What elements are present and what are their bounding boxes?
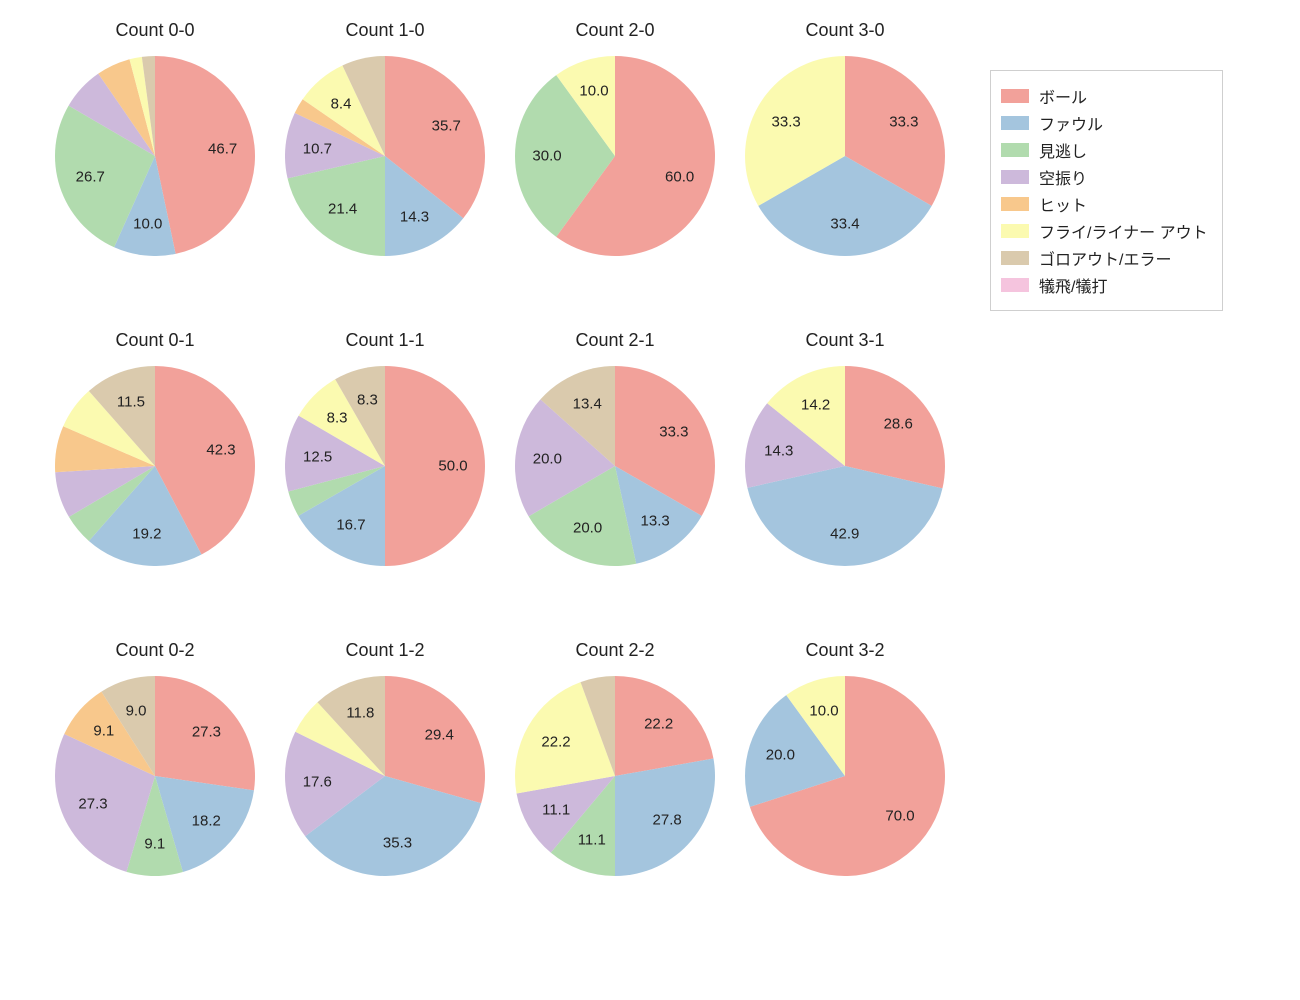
pie-cell: Count 0-1 42.319.211.5	[40, 330, 270, 630]
pie-svg	[745, 366, 945, 566]
legend-swatch	[1001, 143, 1029, 157]
pie-chart: 60.030.010.0	[515, 56, 715, 256]
pie-slice	[155, 56, 255, 254]
pie-title: Count 2-0	[500, 20, 730, 41]
pie-slice	[385, 366, 485, 566]
pie-title: Count 3-0	[730, 20, 960, 41]
pie-chart: 42.319.211.5	[55, 366, 255, 566]
pie-title: Count 0-0	[40, 20, 270, 41]
pie-cell: Count 0-0 46.710.026.7	[40, 20, 270, 320]
legend-item: 空振り	[1001, 165, 1208, 189]
pie-svg	[285, 676, 485, 876]
pie-cell: Count 1-0 35.714.321.410.78.4	[270, 20, 500, 320]
pie-title: Count 3-2	[730, 640, 960, 661]
pie-slice	[615, 676, 713, 776]
pie-svg	[515, 676, 715, 876]
legend-label: ゴロアウト/エラー	[1039, 246, 1171, 270]
legend-item: 犠飛/犠打	[1001, 273, 1208, 297]
pie-chart: 22.227.811.111.122.2	[515, 676, 715, 876]
pie-svg	[515, 56, 715, 256]
pie-title: Count 2-1	[500, 330, 730, 351]
legend-label: 見逃し	[1039, 138, 1087, 162]
pie-chart: 46.710.026.7	[55, 56, 255, 256]
legend-label: フライ/ライナー アウト	[1039, 219, 1208, 243]
legend: ボールファウル見逃し空振りヒットフライ/ライナー アウトゴロアウト/エラー犠飛/…	[990, 70, 1223, 311]
pie-cell: Count 2-0 60.030.010.0	[500, 20, 730, 320]
pie-chart: 28.642.914.314.2	[745, 366, 945, 566]
pie-cell: Count 3-1 28.642.914.314.2	[730, 330, 960, 630]
pie-chart: 70.020.010.0	[745, 676, 945, 876]
legend-swatch	[1001, 89, 1029, 103]
pie-chart: 27.318.29.127.39.19.0	[55, 676, 255, 876]
pie-slice	[615, 758, 715, 876]
pie-title: Count 1-1	[270, 330, 500, 351]
pie-chart: 29.435.317.611.8	[285, 676, 485, 876]
pie-svg	[745, 676, 945, 876]
pie-cell: Count 3-0 33.333.433.3	[730, 20, 960, 320]
legend-item: ファウル	[1001, 111, 1208, 135]
pie-title: Count 1-0	[270, 20, 500, 41]
pie-svg	[515, 366, 715, 566]
pie-title: Count 2-2	[500, 640, 730, 661]
legend-swatch	[1001, 197, 1029, 211]
legend-swatch	[1001, 116, 1029, 130]
legend-label: ヒット	[1039, 192, 1087, 216]
pie-svg	[745, 56, 945, 256]
legend-item: ヒット	[1001, 192, 1208, 216]
pie-svg	[285, 56, 485, 256]
pie-cell: Count 2-1 33.313.320.020.013.4	[500, 330, 730, 630]
pie-svg	[55, 676, 255, 876]
pie-cell: Count 2-2 22.227.811.111.122.2	[500, 640, 730, 940]
legend-label: 犠飛/犠打	[1039, 273, 1107, 297]
legend-label: ファウル	[1039, 111, 1103, 135]
pie-title: Count 0-2	[40, 640, 270, 661]
pie-title: Count 3-1	[730, 330, 960, 351]
legend-swatch	[1001, 170, 1029, 184]
legend-item: ゴロアウト/エラー	[1001, 246, 1208, 270]
legend-label: 空振り	[1039, 165, 1087, 189]
pie-cell: Count 3-2 70.020.010.0	[730, 640, 960, 940]
pie-svg	[55, 366, 255, 566]
pie-svg	[55, 56, 255, 256]
pie-cell: Count 0-2 27.318.29.127.39.19.0	[40, 640, 270, 940]
legend-item: ボール	[1001, 84, 1208, 108]
pie-title: Count 1-2	[270, 640, 500, 661]
chart-grid-container: Count 0-0 46.710.026.7 Count 1-0 35.714.321…	[0, 0, 1300, 1000]
pie-cell: Count 1-2 29.435.317.611.8	[270, 640, 500, 940]
pie-chart: 35.714.321.410.78.4	[285, 56, 485, 256]
pie-chart: 33.313.320.020.013.4	[515, 366, 715, 566]
pie-svg	[285, 366, 485, 566]
pie-title: Count 0-1	[40, 330, 270, 351]
pie-chart: 50.016.712.58.38.3	[285, 366, 485, 566]
legend-label: ボール	[1039, 84, 1087, 108]
legend-swatch	[1001, 251, 1029, 265]
pie-cell: Count 1-1 50.016.712.58.38.3	[270, 330, 500, 630]
pie-slice	[155, 676, 255, 790]
pie-chart: 33.333.433.3	[745, 56, 945, 256]
legend-item: フライ/ライナー アウト	[1001, 219, 1208, 243]
legend-swatch	[1001, 224, 1029, 238]
legend-item: 見逃し	[1001, 138, 1208, 162]
legend-swatch	[1001, 278, 1029, 292]
